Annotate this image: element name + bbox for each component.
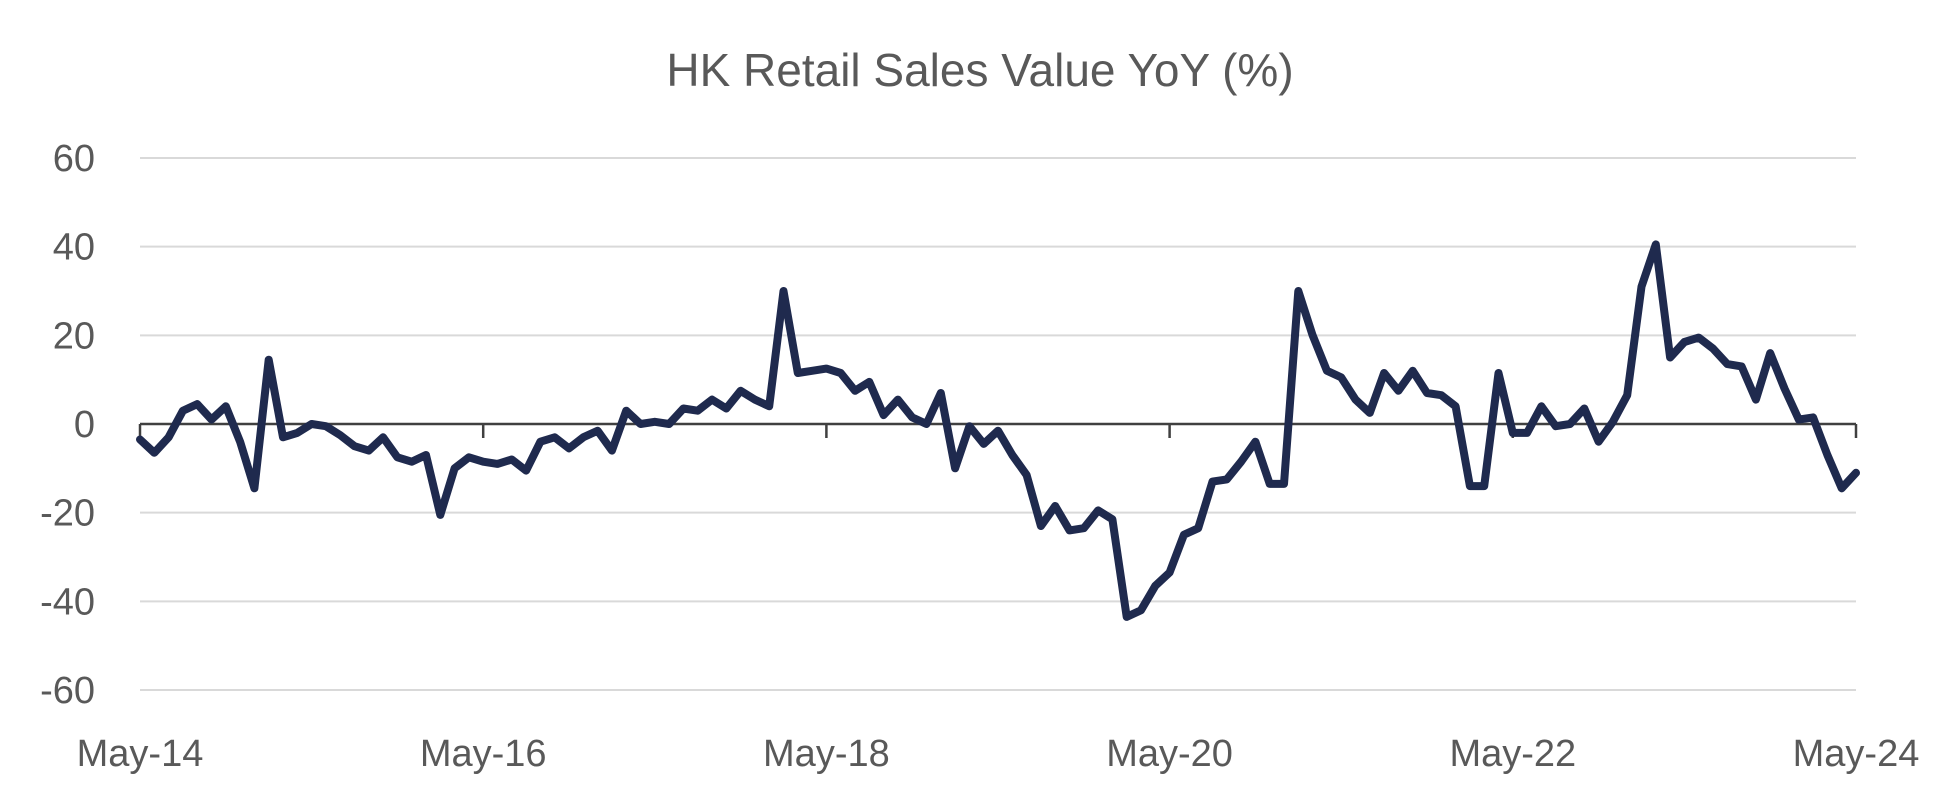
- y-tick-label: -60: [40, 670, 95, 712]
- series-group: [136, 240, 1860, 621]
- x-tick-label: May-20: [1106, 733, 1233, 775]
- x-tick-label: May-24: [1793, 733, 1920, 775]
- x-tick-label: May-22: [1449, 733, 1576, 775]
- y-tick-label: 0: [74, 404, 95, 446]
- x-tick-label: May-16: [420, 733, 547, 775]
- y-axis-ticks: 60 40 20 0 -20 -40 -60: [40, 138, 95, 712]
- chart-title: HK Retail Sales Value YoY (%): [666, 44, 1293, 96]
- x-tick-label: May-18: [763, 733, 890, 775]
- y-tick-label: 60: [53, 138, 95, 180]
- y-tick-label: 40: [53, 227, 95, 269]
- x-axis: May-14 May-16 May-18 May-20 May-22 May-24: [77, 424, 1920, 775]
- y-tick-label: -20: [40, 493, 95, 535]
- gridlines: [140, 157, 1856, 691]
- y-tick-label: -40: [40, 581, 95, 623]
- y-tick-label: 20: [53, 315, 95, 357]
- series-line: [136, 240, 1860, 621]
- x-tick-label: May-14: [77, 733, 204, 775]
